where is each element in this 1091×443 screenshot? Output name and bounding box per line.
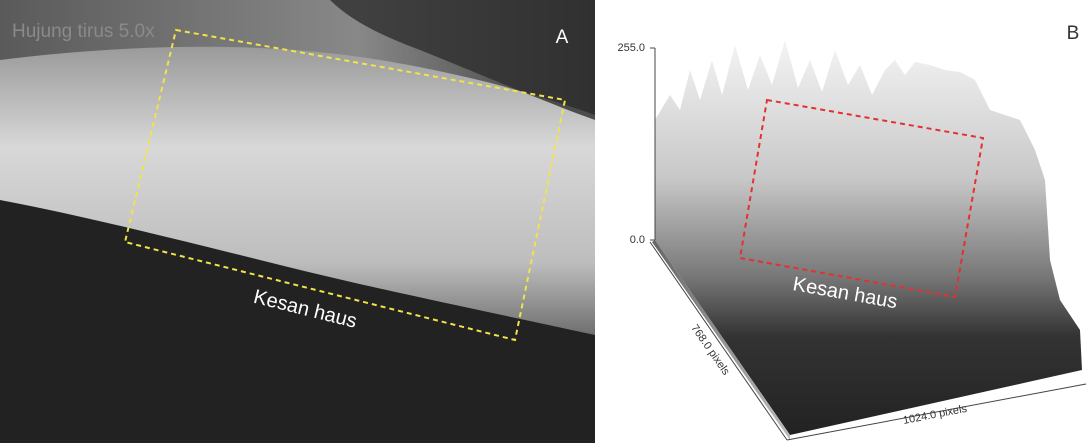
surface-edge	[652, 240, 790, 440]
panel-letter: A	[556, 27, 569, 48]
panel-a: Hujung tirus 5.0x A Kesan haus	[0, 0, 595, 443]
roi-box	[738, 98, 985, 299]
z-tick-label: 0.0	[630, 234, 645, 246]
rock-surface	[0, 46, 595, 335]
roi-box	[123, 28, 567, 342]
panel-b: 255.0 0.0 768.0 pixels 1024.0 pixels B K…	[598, 0, 1091, 443]
dark-region	[330, 0, 595, 120]
depth-axis	[649, 241, 788, 441]
z-tick-label: 255.0	[617, 42, 645, 54]
panel-letter: B	[1067, 23, 1080, 44]
panel-title: Hujung tirus 5.0x	[12, 21, 155, 42]
surface	[655, 40, 1082, 435]
width-axis	[786, 383, 1087, 441]
